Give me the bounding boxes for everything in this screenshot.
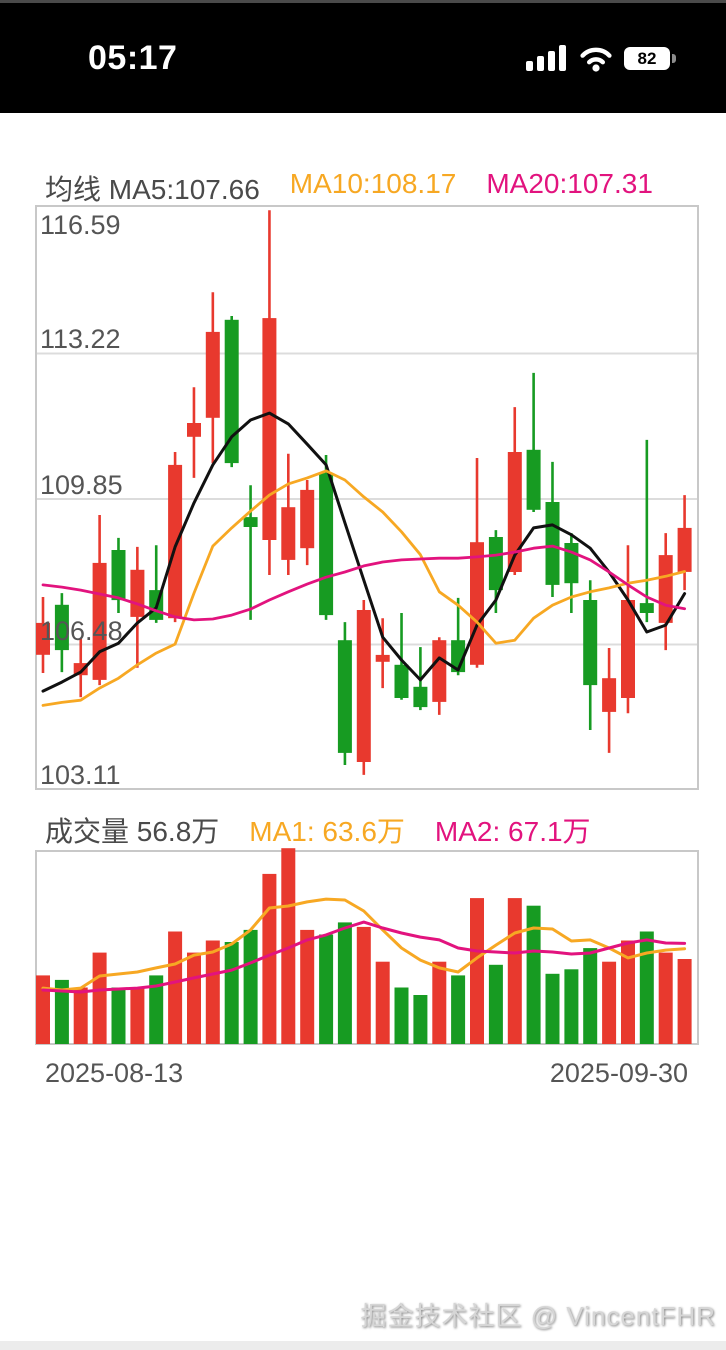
bottom-strip	[0, 1341, 726, 1350]
battery-nub	[672, 53, 676, 63]
ma10-legend-label: MA10:108.17	[289, 168, 457, 199]
ma5-legend-label: 均线 MA5:107.66	[45, 174, 260, 205]
price-ma-header: 均线 MA5:107.66 MA10:108.17 MA20:107.31	[45, 168, 653, 208]
x-axis-start-date: 2025-08-13	[45, 1058, 184, 1088]
status-time: 05:17	[88, 38, 178, 77]
y-axis-label: 106.48	[40, 616, 123, 646]
volume-label: 成交量 56.8万	[45, 816, 220, 847]
vol-ma1-label: MA1: 63.6万	[249, 816, 405, 847]
status-bar: 05:17 82	[0, 0, 726, 113]
y-axis-label: 113.22	[40, 324, 121, 354]
x-axis-end-date: 2025-09-30	[549, 1058, 688, 1088]
watermark: 掘金技术社区 @ VincentFHR	[360, 1301, 716, 1331]
volume-chart[interactable]	[35, 848, 699, 1045]
vol-ma2-label: MA2: 67.1万	[434, 816, 591, 847]
wifi-icon	[580, 47, 612, 72]
y-axis-label: 103.11	[40, 760, 121, 790]
battery-percent: 82	[637, 48, 657, 68]
candlestick-chart[interactable]	[35, 205, 699, 790]
volume-header: 成交量 56.8万 MA1: 63.6万 MA2: 67.1万	[45, 810, 591, 850]
battery-icon: 82	[624, 46, 676, 70]
y-axis-label: 109.85	[40, 470, 123, 500]
ma20-legend-label: MA20:107.31	[486, 168, 653, 199]
cellular-signal-icon	[526, 45, 566, 71]
status-icons: 82	[526, 45, 676, 72]
y-axis-label: 116.59	[40, 210, 121, 240]
